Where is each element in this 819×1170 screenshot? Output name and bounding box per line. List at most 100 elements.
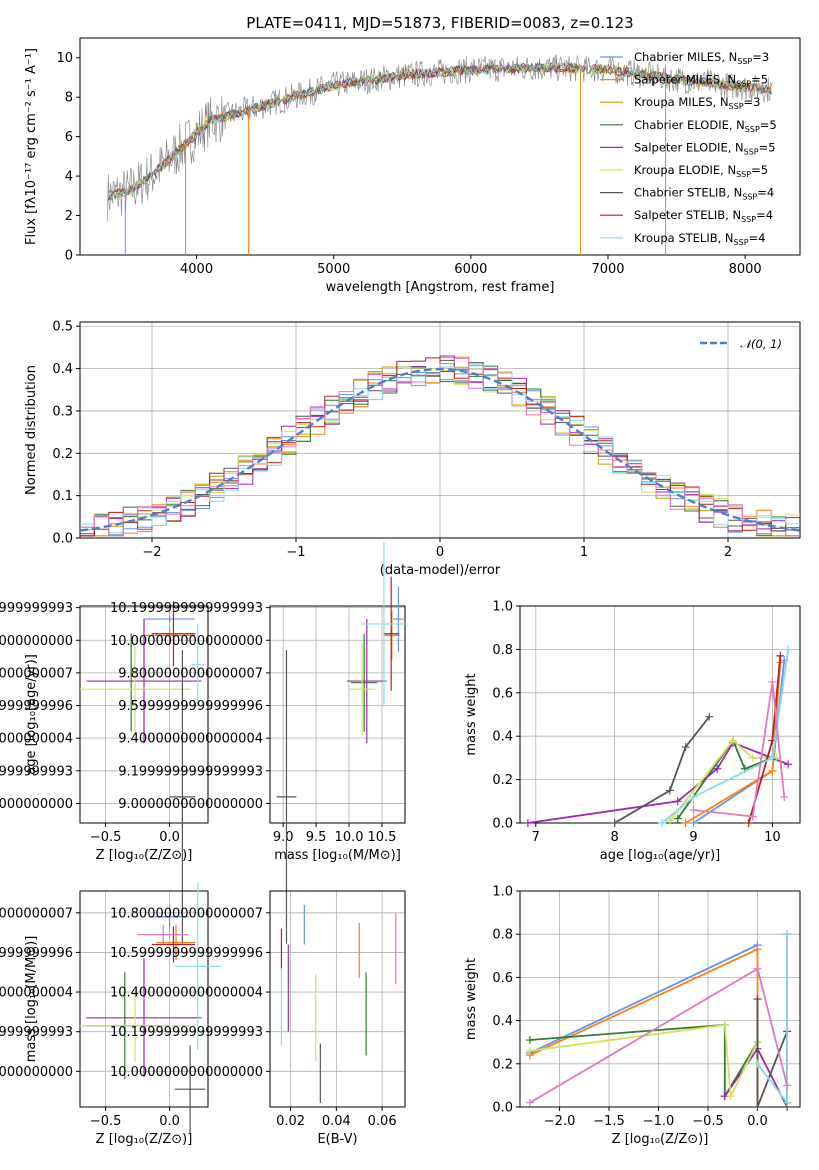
legend-entry: Salpeter STELIB, NSSP=4 xyxy=(634,208,773,224)
ebv-axes: 0.02 0.04 0.06 10.0000000000000000 10.199999… xyxy=(110,890,406,1147)
massweight_vs_age-point-marker xyxy=(744,819,753,827)
massweight_vs_Z-series-line xyxy=(529,1023,759,1100)
massweight_vs_age-xtick-label: 10 xyxy=(764,830,781,845)
ebv-xtick-label: 0.06 xyxy=(368,1114,397,1129)
residuals-ytick-label: 0.3 xyxy=(52,404,73,419)
massweight_vs_age-ylabel: mass weight xyxy=(464,673,479,755)
legend-entry: Kroupa ELODIE, NSSP=5 xyxy=(634,163,768,179)
spectrum-xtick-label: 6000 xyxy=(454,262,487,277)
massweight_vs_age-series-line xyxy=(693,660,786,824)
massweight_vs_Z-frame xyxy=(519,890,801,1108)
age_vs_Z-ytick-label: 10.1999999999999993 xyxy=(0,601,73,616)
massweight_vs_Z-ylabel: mass weight xyxy=(464,958,479,1040)
massweight_vs_Z-xtick-label: −2.0 xyxy=(544,1114,576,1129)
residuals-xtick-label: −1 xyxy=(286,545,305,560)
massweight_vs_age-point-marker xyxy=(768,753,777,762)
age_vs_mass-axes: 9.0 9.5 10.0 10.5 9.0000000000000000 9.199999… xyxy=(110,601,406,863)
massweight_vs_Z-point-marker xyxy=(753,995,762,1003)
legend-entry: Chabrier MILES, NSSP=3 xyxy=(634,50,769,66)
spectrum-frame xyxy=(79,37,801,256)
massweight_vs_Z-xtick-label: −0.5 xyxy=(692,1114,724,1129)
massweight_vs_age-series-line xyxy=(661,649,790,824)
massweight_vs_age-point-marker xyxy=(523,819,532,827)
spectrum-xtick-label: 8000 xyxy=(729,262,762,277)
massweight_vs_Z-xtick-label: −1.5 xyxy=(593,1114,625,1129)
massweight_vs_Z-ytick-label: 0.4 xyxy=(492,1014,513,1029)
age_vs_Z-ytick-label: 10.0000000000000000 xyxy=(0,634,73,649)
massweight_vs_age-point-marker xyxy=(705,712,714,721)
massweight_vs_Z-xlabel: Z [log₁₀(Z/Z⊙)] xyxy=(612,1132,709,1147)
massweight_vs_Z-point-marker xyxy=(753,945,762,954)
massweight_vs_age-point-marker xyxy=(681,819,690,827)
mass_vs_Z-axes: −0.5 0.0 10.0000000000000000 10.19999999999… xyxy=(0,890,209,1147)
ebv-xtick-label: 0.04 xyxy=(322,1114,351,1129)
massweight_vs_age-point-marker xyxy=(784,645,793,654)
massweight_vs_age-point-marker xyxy=(748,812,757,821)
residuals-ylabel: Normed distribution xyxy=(24,365,39,495)
mass_vs_Z-xtick-label: −0.5 xyxy=(90,1114,122,1129)
massweight_vs_Z-series-line xyxy=(756,999,788,1108)
age_vs_Z-axes: −0.5 0.0 9.0000000000000000 9.1999999999999… xyxy=(0,601,209,863)
massweight_vs_age-xtick-label: 9 xyxy=(689,830,697,845)
mass_vs_Z-frame xyxy=(79,890,209,1108)
legend-entry: Chabrier STELIB, NSSP=4 xyxy=(634,186,774,202)
spectrum-ylabel: Flux [fλ10⁻¹⁷ erg cm⁻² s⁻¹ A⁻¹] xyxy=(24,48,39,245)
residuals-ytick-label: 0.1 xyxy=(52,489,73,504)
age_vs_mass-ytick-label: 10.0000000000000000 xyxy=(110,634,263,649)
residuals-ytick-label: 0.5 xyxy=(52,320,73,335)
massweight_vs_age-series-line xyxy=(669,739,777,822)
ebv-xlabel: E(B-V) xyxy=(317,1132,357,1147)
mass_vs_Z-ytick-label: 10.4000000000000004 xyxy=(0,986,73,1001)
age_vs_mass-ytick-label: 10.1999999999999993 xyxy=(110,601,263,616)
massweight_vs_Z-series-line xyxy=(529,944,758,1054)
legend-entry: Kroupa STELIB, NSSP=4 xyxy=(634,231,765,247)
massweight_vs_age-point-marker xyxy=(610,819,619,827)
massweight_vs_age-xtick-label: 7 xyxy=(532,830,540,845)
massweight_vs_age-point-marker xyxy=(689,805,698,814)
massweight_vs_Z-point-marker xyxy=(783,1081,792,1090)
age_vs_mass-xtick-label: 10.5 xyxy=(367,830,396,845)
residuals-axes: −2 −1 0 1 2 0.0 0.1 0.2 0.3 0.4 0.5 (data-model)/er… xyxy=(24,320,801,578)
spectrum-ytick-label: 8 xyxy=(65,91,73,106)
massweight_vs_Z-point-marker xyxy=(753,1059,762,1068)
residual-hist-line xyxy=(80,365,800,537)
massweight_vs_age-point-marker xyxy=(689,792,698,801)
age_vs_mass-ytick-label: 9.5999999999999996 xyxy=(118,699,263,714)
residuals-xtick-label: 2 xyxy=(724,545,732,560)
ebv-ytick-label: 10.5999999999999996 xyxy=(110,946,263,961)
massweight_vs_age-series-line xyxy=(693,681,786,818)
residuals-xtick-label: −2 xyxy=(142,545,161,560)
massweight_vs_age-series-line xyxy=(614,716,711,824)
age_vs_Z-ytick-label: 9.5999999999999996 xyxy=(0,699,73,714)
massweight_vs_age-point-marker xyxy=(665,816,674,825)
spectrum-ytick-label: 0 xyxy=(65,249,73,264)
spectrum-model-line xyxy=(107,62,773,202)
massweight_vs_Z-xtick-label: −1.0 xyxy=(643,1114,675,1129)
massweight_vs_age-point-marker xyxy=(728,736,737,745)
massweight_vs_Z-point-marker xyxy=(720,1020,729,1029)
massweight_vs_Z-xtick-label: 0.0 xyxy=(747,1114,768,1129)
age_vs_mass-xtick-label: 10.0 xyxy=(335,830,364,845)
spectrum-xlabel: wavelength [Angstrom, rest frame] xyxy=(326,280,555,295)
age_vs_Z-ytick-label: 9.8000000000000007 xyxy=(0,666,73,681)
ebv-ytick-label: 10.4000000000000004 xyxy=(110,986,263,1001)
massweight_vs_age-point-marker xyxy=(689,819,698,827)
massweight_vs_Z-point-marker xyxy=(753,1103,762,1111)
normal-curve-line xyxy=(79,367,801,532)
age_vs_Z-ytick-label: 9.1999999999999993 xyxy=(0,764,73,779)
mass_vs_Z-ytick-label: 10.1999999999999993 xyxy=(0,1025,73,1040)
residuals-legend: 𝒩(0, 1) xyxy=(700,337,782,351)
age_vs_Z-ylabel: age [log₁₀(age/yr)] xyxy=(24,654,39,775)
legend-entry: Salpeter ELODIE, NSSP=5 xyxy=(634,140,776,156)
figure-title: PLATE=0411, MJD=51873, FIBERID=0083, z=0… xyxy=(246,14,633,32)
mass_vs_Z-ytick-label: 10.0000000000000000 xyxy=(0,1065,73,1080)
massweight_vs_age-ytick-label: 0.8 xyxy=(492,643,513,658)
mass_vs_Z-ylabel: mass [log₁₀(M/M⊙)] xyxy=(24,936,39,1063)
massweight_vs_age-ytick-label: 0.2 xyxy=(492,773,513,788)
age_vs_Z-xtick-label: −0.5 xyxy=(90,830,122,845)
massweight_vs_Z-axes: −2.0 −1.5 −1.0 −0.5 0.0 0.0 0.2 0.4 0.6 0.8 1.0 Z [… xyxy=(464,885,801,1147)
massweight_vs_age-point-marker xyxy=(784,760,793,769)
legend-entry: Salpeter MILES, NSSP=5 xyxy=(634,73,768,89)
massweight_vs_age-axes: 7 8 9 10 0.0 0.2 0.4 0.6 0.8 1.0 age [log₁₀(age/yr… xyxy=(464,600,801,863)
